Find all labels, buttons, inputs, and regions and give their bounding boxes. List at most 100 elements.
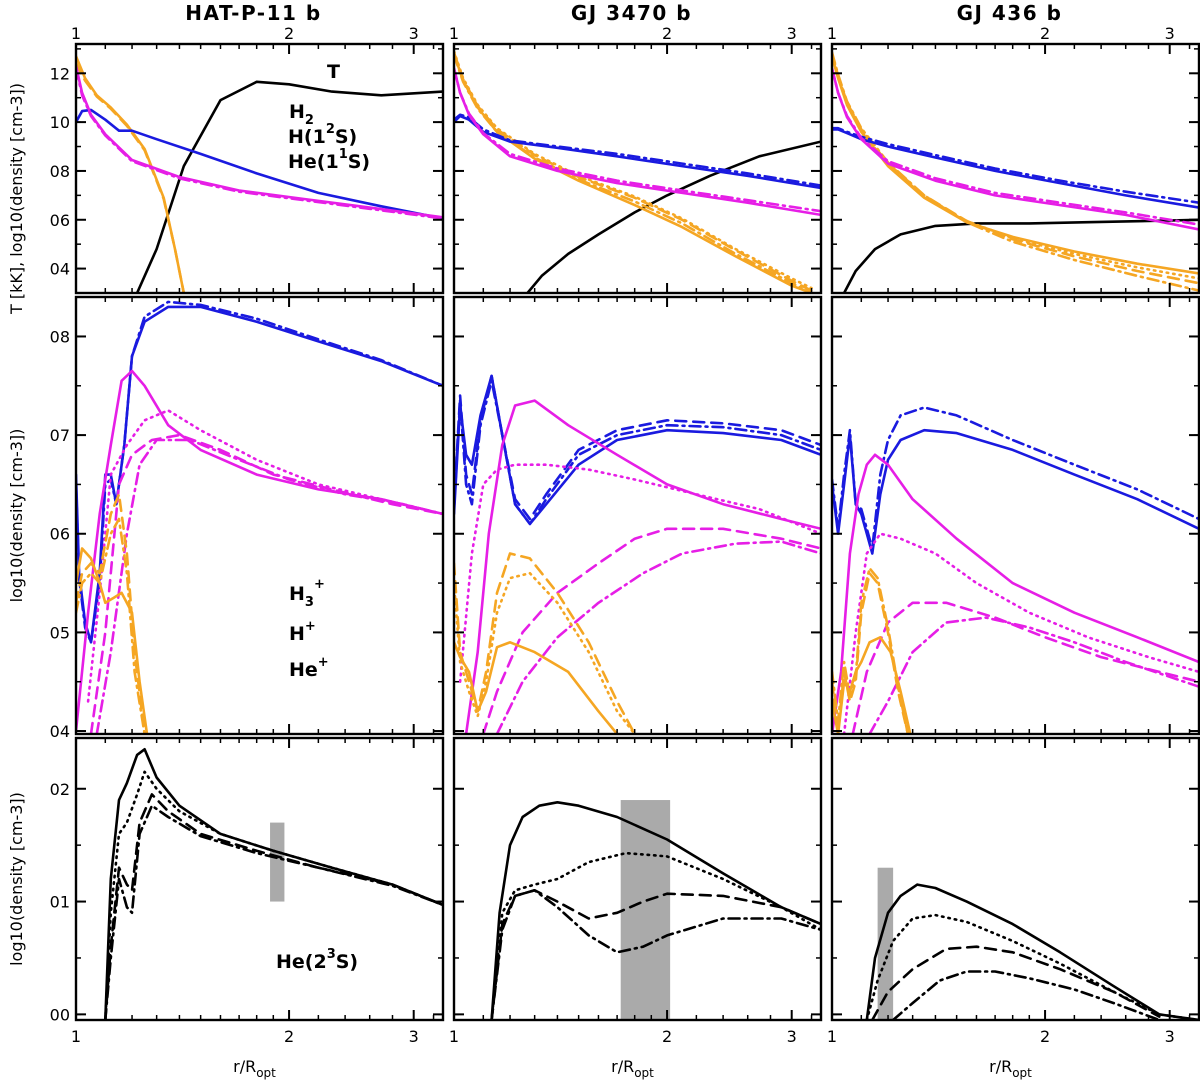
x-tick-label: 3 [409, 1027, 419, 1046]
y-tick-label: 04 [50, 722, 70, 741]
series-line-h1s-dashdot [832, 126, 1199, 204]
series-line-h-dashdot [832, 406, 1199, 550]
y-axis-label: T [kK], log10(density [cm-3]) [7, 83, 26, 315]
axes-frame [452, 295, 823, 736]
series-line-he-dashdot [495, 540, 821, 734]
y-tick-label: 10 [50, 113, 70, 132]
series-line-he-dashdot [95, 438, 443, 734]
panel-top-2: 1 2 3 [449, 24, 823, 295]
axes-frame [830, 42, 1200, 295]
series-line-he23s-dot [490, 851, 821, 1020]
series-line-h-solid [76, 305, 443, 644]
x-tick-label: 2 [284, 1027, 294, 1046]
series-line-he1s-dashdot [832, 67, 1199, 226]
panel-bottom-3: 1 2 3 [827, 736, 1200, 1046]
series-line-h2-solid [454, 52, 813, 293]
series-line-he23s-solid [490, 800, 821, 1020]
legend-temperature: T [327, 61, 340, 83]
x-tick-label-top: 1 [827, 24, 837, 43]
series-line-h2-dash [76, 62, 186, 293]
series-line-h-dashdot [454, 379, 821, 526]
y-tick-label: 05 [50, 623, 70, 642]
series-line-t-solid [526, 140, 821, 293]
x-tick-label: 1 [71, 1027, 81, 1046]
series-line-he23s-dashdot [104, 804, 443, 1020]
series-line-h3-dashdot [76, 517, 146, 734]
x-tick-label-top: 2 [284, 24, 294, 43]
y-tick-label: 06 [50, 211, 70, 230]
y-axis-label: log10(density [cm-3]) [7, 792, 26, 966]
series-line-h2-dashdot [832, 51, 1199, 292]
legend-h-plus: H+ [289, 619, 316, 645]
y-tick-label: 04 [50, 260, 70, 279]
x-tick-label-top: 3 [409, 24, 419, 43]
y-tick-label: 00 [50, 1005, 70, 1024]
column-title: GJ 3470 b [571, 1, 692, 25]
legend-he-23s: He(23S) [276, 947, 358, 973]
series-line-he-dashdot [868, 616, 1199, 734]
x-tick-label-top: 3 [787, 24, 797, 43]
series-line-he23s-dot [104, 770, 443, 1020]
panel-middle-2 [452, 295, 823, 736]
axes-frame [74, 295, 445, 736]
shaded-region [620, 800, 671, 1020]
series-line-h2-dot [454, 49, 813, 290]
series-line-h-solid [454, 374, 821, 526]
y-tick-label: 01 [50, 893, 70, 912]
series-line-he-solid [832, 453, 1199, 734]
y-axis-label: log10(density [cm-3]) [7, 429, 26, 603]
series-line-h3-solid [454, 640, 619, 734]
x-tick-label: 3 [1165, 1027, 1175, 1046]
series-line-h1s-dashdot [454, 113, 821, 187]
series-line-h2-dashdot [454, 53, 813, 293]
series-line-he1s-dashdot [76, 67, 443, 220]
x-tick-label: 2 [1040, 1027, 1050, 1046]
axes-frame [452, 42, 823, 295]
series-line-he23s-dashdot [490, 888, 821, 1020]
series-line-h3-dot [454, 571, 637, 734]
x-tick-label: 3 [787, 1027, 797, 1046]
series-line-he23s-dot [865, 913, 1199, 1020]
axes-frame [830, 295, 1200, 736]
legend-h2: H2 [289, 101, 314, 128]
series-line-he23s-dash [870, 945, 1161, 1020]
panel-bottom-2: 1 2 3 [449, 736, 823, 1046]
series-line-he23s-dash [104, 793, 443, 1020]
axes-frame [830, 736, 1200, 1022]
series-line-h3-dashdot [832, 566, 910, 734]
series-line-he23s-dashdot [891, 970, 1161, 1020]
legend-h3-plus: H3+ [289, 577, 325, 610]
series-line-he1s-solid [76, 64, 443, 219]
series-line-he-dot [458, 463, 821, 684]
series-line-t-solid [842, 218, 1199, 293]
series-line-h1s-solid [454, 114, 821, 190]
y-tick-label: 06 [50, 525, 70, 544]
series-line-he1s-solid [832, 67, 1199, 231]
x-tick-label-top: 1 [71, 24, 81, 43]
series-line-he23s-dash [490, 888, 821, 1020]
column-title: HAT-P-11 b [185, 1, 321, 25]
legend-he-plus: He+ [289, 655, 329, 681]
y-tick-label: 08 [50, 327, 70, 346]
x-tick-label-top: 2 [662, 24, 672, 43]
series-line-he1s-dashdot [454, 67, 821, 213]
shaded-region [270, 822, 285, 902]
series-line-he23s-solid [865, 883, 1199, 1020]
series-line-h2-dash [832, 52, 1199, 285]
series-line-he-dash [481, 527, 821, 734]
series-line-he-solid [76, 369, 443, 733]
x-axis-label: r/Ropt [989, 1057, 1032, 1080]
y-tick-label: 08 [50, 162, 70, 181]
series-line-h-dash [454, 374, 821, 521]
column-title: GJ 436 b [957, 1, 1063, 25]
series-line-he-solid [464, 399, 821, 734]
series-line-he-dash [89, 433, 443, 734]
shaded-region [877, 867, 894, 1020]
axes-frame [74, 736, 445, 1022]
series-line-he-dot [86, 409, 443, 703]
panel-middle-1: 04 05 06 07 08 [50, 295, 445, 741]
x-tick-label: 1 [827, 1027, 837, 1046]
x-axis-label: r/Ropt [233, 1057, 276, 1080]
